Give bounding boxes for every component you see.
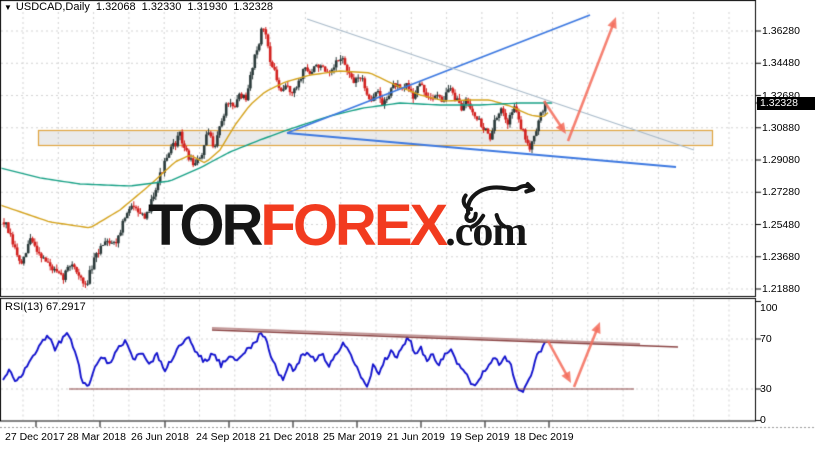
price-axis-label: 1.34480: [762, 57, 800, 70]
date-axis-label: 25 Mar 2019: [323, 431, 382, 443]
symbol-dropdown-icon[interactable]: ▼: [4, 3, 12, 12]
date-axis-label: 24 Sep 2018: [196, 431, 256, 443]
watermark-tor-text: TOR: [148, 193, 263, 258]
ohlc-open: 1.32068: [95, 1, 136, 13]
watermark-forex-text: FOREX: [260, 193, 448, 258]
price-axis-label: 1.29080: [762, 154, 800, 166]
rsi-axis-label: 70: [760, 333, 772, 345]
current-price-tag: 1.32328: [757, 97, 815, 110]
ohlc-low: 1.31930: [187, 1, 228, 13]
watermark-com-text: .com: [445, 209, 527, 255]
rsi-axis-label: 30: [760, 383, 772, 395]
price-axis-label: 1.27280: [762, 186, 800, 199]
price-axis-label: 1.23680: [762, 250, 800, 263]
ohlc-close: 1.32328: [233, 1, 273, 13]
torforex-watermark: TOR FOREX .com: [148, 182, 536, 259]
rsi-axis-label: 100: [760, 302, 778, 314]
price-axis-label: 1.36280: [762, 25, 800, 37]
price-axis-label: 1.21880: [762, 283, 800, 295]
date-axis-label: 18 Dec 2019: [514, 431, 574, 443]
symbol-title: USDCAD,Daily: [15, 1, 90, 13]
date-axis-label: 21 Jun 2019: [387, 431, 445, 443]
price-axis-label: 1.30880: [762, 121, 800, 134]
date-axis-label: 27 Dec 2017: [5, 431, 65, 443]
symbol-ohlc-header: ▼ USDCAD,Daily 1.32068 1.32330 1.31930 1.3232…: [4, 1, 279, 13]
rsi-indicator-label: RSI(13) 67.2917: [5, 301, 86, 313]
date-axis-label: 26 Jun 2018: [131, 431, 189, 443]
ohlc-high: 1.32330: [141, 1, 182, 13]
rsi-axis-label: 0: [760, 414, 766, 426]
price-axis-label: 1.25480: [762, 218, 800, 231]
date-axis-label: 19 Sep 2019: [450, 431, 510, 443]
date-axis-label: 21 Dec 2018: [259, 431, 319, 443]
bull-logo-icon: [461, 182, 536, 229]
date-axis-label: 28 Mar 2018: [67, 431, 126, 443]
